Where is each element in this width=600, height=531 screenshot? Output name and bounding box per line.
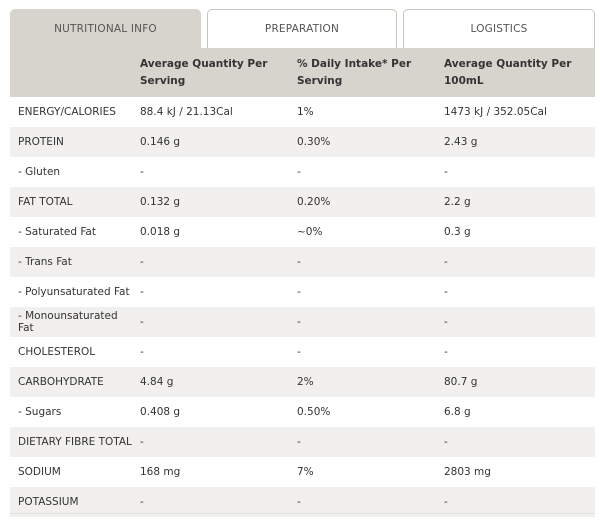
per-serving-cell: -	[140, 286, 144, 298]
header-cell-daily-intake: % Daily Intake* Per Serving	[297, 57, 412, 87]
per-100ml-cell: -	[444, 286, 448, 298]
table-row: ENERGY/CALORIES 88.4 kJ / 21.13Cal 1% 1473 …	[10, 97, 595, 127]
daily-intake-cell: -	[297, 316, 301, 328]
per-serving-cell: -	[140, 496, 144, 508]
per-serving-cell: 88.4 kJ / 21.13Cal	[140, 106, 233, 118]
nutrient-cell: - Monounsaturated Fat	[18, 310, 118, 334]
table-row: CARBOHYDRATE 4.84 g 2% 80.7 g	[10, 367, 595, 397]
table-row: - Sugars 0.408 g 0.50% 6.8 g	[10, 397, 595, 427]
per-serving-cell: 0.132 g	[140, 196, 181, 208]
table-row: - Polyunsaturated Fat - - -	[10, 277, 595, 307]
header-cell-per-serving: Average Quantity Per Serving	[140, 57, 268, 87]
tab-preparation[interactable]: PREPARATION	[207, 9, 397, 48]
header-cell-nutrient	[10, 48, 132, 97]
header-row: Average Quantity Per Serving % Daily Int…	[10, 48, 595, 97]
nutrient-cell: CHOLESTEROL	[18, 346, 96, 358]
per-100ml-cell: 0.3 g	[444, 226, 471, 238]
nutrient-cell: - Saturated Fat	[18, 226, 96, 238]
daily-intake-cell: 0.50%	[297, 406, 331, 418]
nutrient-cell: CARBOHYDRATE	[18, 376, 104, 388]
tab-logistics[interactable]: LOGISTICS	[403, 9, 595, 48]
per-100ml-cell: -	[444, 256, 448, 268]
daily-intake-cell: 0.30%	[297, 136, 331, 148]
table-row: POTASSIUM - - -	[10, 487, 595, 517]
table-header: Average Quantity Per Serving % Daily Int…	[10, 48, 595, 97]
nutrient-cell: - Sugars	[18, 406, 62, 418]
tab-nutritional-info[interactable]: NUTRITIONAL INFO	[10, 9, 201, 48]
per-serving-cell: 4.84 g	[140, 376, 174, 388]
per-serving-cell: -	[140, 346, 144, 358]
per-serving-cell: 0.408 g	[140, 406, 181, 418]
per-serving-cell: 168 mg	[140, 466, 181, 478]
nutrient-cell: POTASSIUM	[18, 496, 79, 508]
nutrition-table: Average Quantity Per Serving % Daily Int…	[10, 48, 595, 517]
daily-intake-cell: 2%	[297, 376, 314, 388]
header-cell-per-100ml: Average Quantity Per 100mL	[444, 57, 572, 87]
daily-intake-cell: -	[297, 256, 301, 268]
table-row: - Monounsaturated Fat - - -	[10, 307, 595, 337]
per-100ml-cell: 1473 kJ / 352.05Cal	[444, 106, 547, 118]
per-100ml-cell: 2803 mg	[444, 466, 491, 478]
daily-intake-cell: 7%	[297, 466, 314, 478]
daily-intake-cell: -	[297, 166, 301, 178]
per-100ml-cell: -	[444, 496, 448, 508]
per-100ml-cell: 2.2 g	[444, 196, 471, 208]
per-serving-cell: -	[140, 436, 144, 448]
per-100ml-cell: 80.7 g	[444, 376, 478, 388]
per-100ml-cell: 2.43 g	[444, 136, 478, 148]
per-100ml-cell: 6.8 g	[444, 406, 471, 418]
daily-intake-cell: ~0%	[297, 226, 323, 238]
table-row: PROTEIN 0.146 g 0.30% 2.43 g	[10, 127, 595, 157]
table-row: - Gluten - - -	[10, 157, 595, 187]
nutrient-cell: ENERGY/CALORIES	[18, 106, 116, 118]
per-serving-cell: 0.146 g	[140, 136, 181, 148]
daily-intake-cell: 0.20%	[297, 196, 331, 208]
daily-intake-cell: -	[297, 286, 301, 298]
per-100ml-cell: -	[444, 346, 448, 358]
nutrient-cell: - Gluten	[18, 166, 61, 178]
nutrient-cell: SODIUM	[18, 466, 61, 478]
per-100ml-cell: -	[444, 166, 448, 178]
nutrient-cell: - Polyunsaturated Fat	[18, 286, 130, 298]
per-serving-cell: -	[140, 256, 144, 268]
per-serving-cell: -	[140, 166, 144, 178]
table-body: ENERGY/CALORIES 88.4 kJ / 21.13Cal 1% 1473 …	[10, 97, 595, 517]
nutrient-cell: FAT TOTAL	[18, 196, 73, 208]
table-row: - Saturated Fat 0.018 g ~0% 0.3 g	[10, 217, 595, 247]
tab-bar: NUTRITIONAL INFO PREPARATION LOGISTICS	[10, 9, 595, 48]
table-bottom-rule	[10, 513, 595, 514]
per-100ml-cell: -	[444, 436, 448, 448]
daily-intake-cell: 1%	[297, 106, 314, 118]
nutrient-cell: PROTEIN	[18, 136, 64, 148]
table-row: FAT TOTAL 0.132 g 0.20% 2.2 g	[10, 187, 595, 217]
per-serving-cell: 0.018 g	[140, 226, 181, 238]
daily-intake-cell: -	[297, 436, 301, 448]
table-row: CHOLESTEROL - - -	[10, 337, 595, 367]
per-serving-cell: -	[140, 316, 144, 328]
daily-intake-cell: -	[297, 496, 301, 508]
nutrient-cell: DIETARY FIBRE TOTAL	[18, 436, 132, 448]
daily-intake-cell: -	[297, 346, 301, 358]
table-row: - Trans Fat - - -	[10, 247, 595, 277]
table-row: DIETARY FIBRE TOTAL - - -	[10, 427, 595, 457]
nutrient-cell: - Trans Fat	[18, 256, 72, 268]
per-100ml-cell: -	[444, 316, 448, 328]
table-row: SODIUM 168 mg 7% 2803 mg	[10, 457, 595, 487]
